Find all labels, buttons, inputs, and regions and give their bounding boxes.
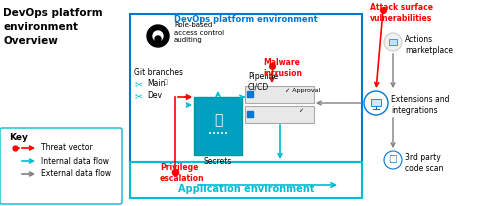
Circle shape — [153, 31, 163, 41]
FancyBboxPatch shape — [371, 99, 381, 106]
FancyBboxPatch shape — [130, 162, 362, 198]
FancyBboxPatch shape — [130, 14, 362, 162]
Text: Git branches: Git branches — [134, 68, 183, 77]
Text: 3rd party
code scan: 3rd party code scan — [405, 153, 444, 173]
Text: Pipeline
CI/CD: Pipeline CI/CD — [248, 72, 278, 91]
Text: Key: Key — [9, 133, 28, 142]
Circle shape — [155, 36, 161, 42]
Text: ✓ Approval: ✓ Approval — [285, 88, 320, 93]
FancyBboxPatch shape — [389, 39, 397, 45]
Text: ☐: ☐ — [389, 155, 397, 165]
Circle shape — [147, 25, 169, 47]
Text: External data flow: External data flow — [41, 170, 111, 179]
Text: Attack surface
vulnerabilities: Attack surface vulnerabilities — [370, 3, 433, 23]
Text: Privilege
escalation: Privilege escalation — [160, 163, 204, 183]
Text: Internal data flow: Internal data flow — [41, 157, 109, 165]
FancyBboxPatch shape — [0, 128, 122, 204]
Text: Extensions and
integrations: Extensions and integrations — [391, 95, 449, 115]
Text: Secrets: Secrets — [204, 157, 232, 166]
Text: ✓: ✓ — [298, 108, 303, 113]
Text: Actions
marketplace: Actions marketplace — [405, 35, 453, 55]
Text: 🔒: 🔒 — [164, 79, 168, 85]
Circle shape — [384, 151, 402, 169]
Text: DevOps platform
environment
Overview: DevOps platform environment Overview — [3, 8, 103, 46]
FancyBboxPatch shape — [244, 85, 313, 103]
Circle shape — [364, 91, 388, 115]
Text: Dev: Dev — [147, 91, 162, 100]
Text: •••••: ••••• — [208, 131, 228, 137]
Text: Application environment: Application environment — [178, 184, 314, 194]
Text: Threat vector: Threat vector — [41, 144, 93, 152]
Text: Main: Main — [147, 79, 166, 88]
Text: ✂: ✂ — [135, 91, 143, 101]
FancyBboxPatch shape — [244, 105, 313, 123]
Text: ✂: ✂ — [135, 79, 143, 89]
FancyBboxPatch shape — [194, 97, 242, 155]
Text: DevOps platform environment: DevOps platform environment — [174, 15, 318, 24]
Text: Role-based
access control
auditing: Role-based access control auditing — [174, 22, 224, 43]
Text: 🔒: 🔒 — [214, 113, 222, 127]
Circle shape — [384, 33, 402, 51]
Text: Malware
intrusion: Malware intrusion — [263, 58, 302, 78]
